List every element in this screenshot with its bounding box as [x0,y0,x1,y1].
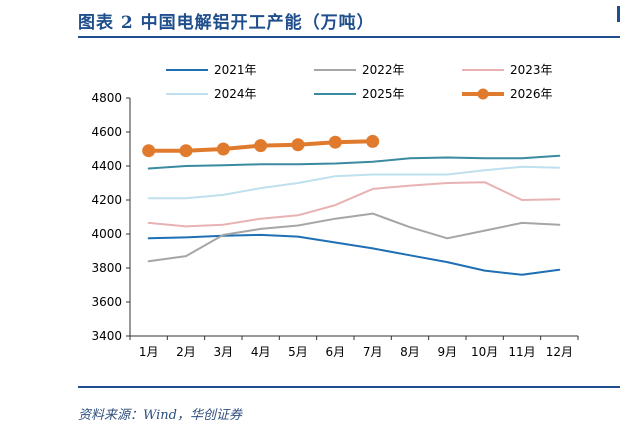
series-line-2024年 [147,165,561,200]
y-tick-label: 4400 [91,159,122,173]
series-point-2026年 [328,135,342,149]
x-tick-label: 5月 [288,345,308,359]
chart-title: 图表 2 中国电解铝开工产能（万吨） [78,13,375,33]
y-tick-label: 3400 [91,329,122,343]
x-tick-label: 10月 [471,345,498,359]
x-tick-label: 7月 [363,345,383,359]
x-tick-label: 12月 [546,345,573,359]
legend-label: 2023年 [510,63,553,77]
x-tick-label: 6月 [326,345,346,359]
series-point-2026年 [366,134,380,148]
bottom-rule [78,386,620,388]
series-point-2026年 [216,142,230,156]
x-tick-label: 9月 [438,345,458,359]
chart-area: 3400 3600 3800 4000 4200 4400 4600 4800 1月 2月 3月 4月… [78,40,620,380]
y-tick-label: 3800 [91,261,122,275]
x-tick-label: 4月 [251,345,271,359]
x-tick-label: 8月 [400,345,420,359]
series-line-2025年 [147,154,561,170]
y-tick-label: 4800 [91,91,122,105]
series-point-2026年 [254,139,268,153]
legend-label: 2022年 [362,63,405,77]
legend-marker-2026年 [477,88,489,100]
legend-label: 2024年 [214,87,257,101]
x-tick-label: 1月 [139,345,159,359]
source-note: 资料来源：Wind，华创证券 [78,408,242,423]
series-line-2021年 [147,233,561,276]
y-tick-label: 4600 [91,125,122,139]
series-line-2022年 [147,212,561,263]
legend-label: 2026年 [510,87,553,101]
x-tick-label: 11月 [508,345,535,359]
y-tick-label: 4000 [91,227,122,241]
legend-label: 2025年 [362,87,405,101]
series-point-2026年 [291,138,305,152]
x-tick-label: 2月 [176,345,196,359]
series-point-2026年 [179,144,193,158]
y-tick-label: 4200 [91,193,122,207]
legend-label: 2021年 [214,63,257,77]
page-edge-mark [617,6,620,22]
y-tick-label: 3600 [91,295,122,309]
x-tick-label: 3月 [214,345,234,359]
series-line-2023年 [147,181,561,228]
line-chart: 3400 3600 3800 4000 4200 4400 4600 4800 1月 2月 3月 4月… [91,63,579,359]
title-bar: 图表 2 中国电解铝开工产能（万吨） [78,6,620,38]
series-point-2026年 [142,144,156,158]
